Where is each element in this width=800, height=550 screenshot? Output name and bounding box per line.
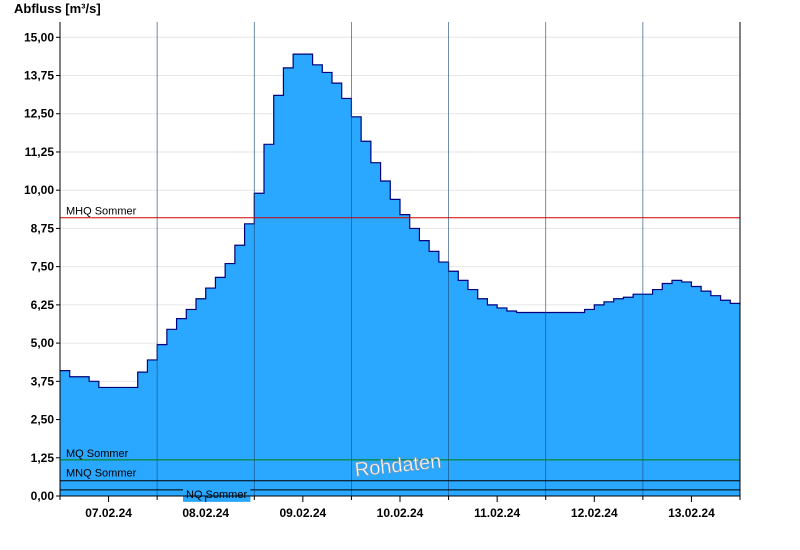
day-separator-lines bbox=[156, 22, 644, 496]
discharge-line bbox=[60, 53, 741, 389]
y-tick-label-5: 6,25 bbox=[31, 298, 55, 312]
x-tick-label-0: 07.02.24 bbox=[85, 506, 132, 520]
y-tick-label-2: 2,50 bbox=[31, 413, 55, 427]
y-tick-label-11: 13,75 bbox=[24, 69, 54, 83]
ref-label-3: NQ Sommer bbox=[186, 489, 247, 501]
y-tick-label-4: 5,00 bbox=[31, 336, 55, 350]
x-tick-label-3: 10.02.24 bbox=[377, 506, 424, 520]
ref-label-0: MHQ Sommer bbox=[66, 206, 137, 218]
y-tick-label-8: 10,00 bbox=[24, 183, 54, 197]
y-axis-title: Abfluss [m³/s] bbox=[14, 1, 101, 16]
y-tick-label-9: 11,25 bbox=[25, 145, 55, 159]
y-tick-label-0: 0,00 bbox=[31, 489, 55, 503]
y-tick-label-7: 8,75 bbox=[31, 221, 55, 235]
y-tick-label-12: 15,00 bbox=[24, 30, 54, 44]
y-tick-label-1: 1,25 bbox=[31, 451, 55, 465]
y-tick-label-10: 12,50 bbox=[24, 107, 54, 121]
ref-label-1: MQ Sommer bbox=[66, 448, 129, 460]
y-axis-ticks: 0,00 1,25 2,50 3,75 5,00 6,25 7,50 8,75 10,00 11,… bbox=[24, 30, 60, 503]
y-tick-label-3: 3,75 bbox=[31, 374, 55, 388]
ref-label-2: MNQ Sommer bbox=[66, 468, 137, 480]
y-tick-label-6: 7,50 bbox=[31, 260, 55, 274]
x-tick-label-4: 11.02.24 bbox=[474, 506, 520, 520]
x-tick-label-2: 09.02.24 bbox=[279, 506, 326, 520]
x-axis-ticks: 07.02.24 08.02.24 09.02.24 10.02.24 11.02.24… bbox=[59, 496, 741, 520]
reference-lines: MHQ Sommer MQ Sommer MNQ Sommer NQ Sommer bbox=[60, 206, 740, 502]
ref-label-bg-3 bbox=[183, 487, 251, 502]
x-tick-label-1: 08.02.24 bbox=[182, 506, 229, 520]
x-tick-label-6: 13.02.24 bbox=[668, 506, 715, 520]
x-tick-label-5: 12.02.24 bbox=[571, 506, 618, 520]
discharge-area bbox=[60, 54, 740, 496]
